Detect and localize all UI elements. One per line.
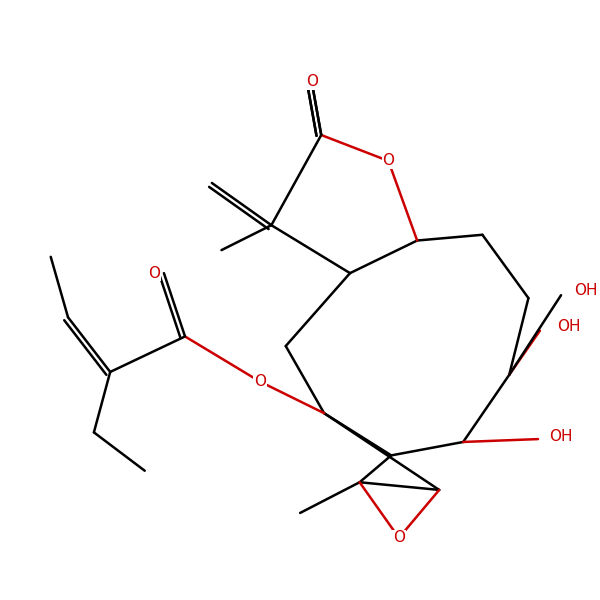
Text: OH: OH: [574, 283, 598, 298]
Text: OH: OH: [557, 319, 581, 334]
Text: O: O: [382, 154, 394, 169]
Text: O: O: [254, 374, 266, 389]
Text: O: O: [393, 530, 405, 545]
Text: OH: OH: [550, 429, 573, 444]
Text: O: O: [305, 74, 317, 89]
Text: O: O: [148, 266, 160, 281]
